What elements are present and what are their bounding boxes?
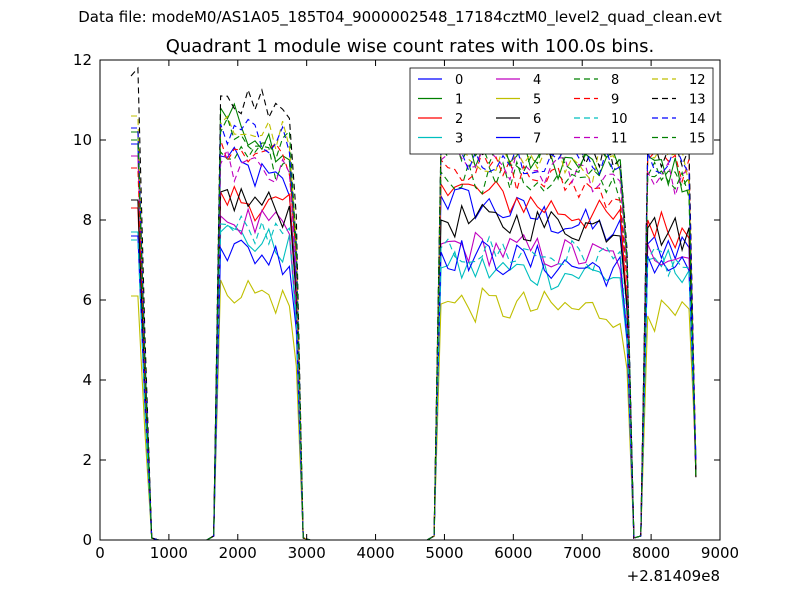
chart-title: Quadrant 1 module wise count rates with … xyxy=(165,36,655,57)
series-line-7 xyxy=(131,235,697,540)
series-line-1 xyxy=(131,102,697,540)
x-tick-label: 7000 xyxy=(563,544,601,562)
legend-label-10: 10 xyxy=(611,112,628,127)
figure-suptitle: Data file: modeM0/AS1A05_185T04_90000025… xyxy=(78,8,722,26)
x-tick-label: 8000 xyxy=(632,544,670,562)
legend-label-4: 4 xyxy=(533,73,541,88)
series-line-15 xyxy=(131,116,697,540)
series-line-2 xyxy=(131,180,697,540)
series-line-12 xyxy=(131,115,697,540)
legend-label-11: 11 xyxy=(611,132,628,147)
series-lines xyxy=(130,66,697,540)
series-line-11 xyxy=(131,127,697,540)
x-tick-label: 9000 xyxy=(701,544,739,562)
series-line-5 xyxy=(131,279,697,540)
series-line-6 xyxy=(131,187,697,540)
x-tick-label: 1000 xyxy=(150,544,188,562)
legend-label-14: 14 xyxy=(689,112,706,127)
legend-label-0: 0 xyxy=(455,73,463,88)
legend-box xyxy=(409,67,714,155)
x-tick-label: 3000 xyxy=(288,544,326,562)
y-tick-label: 6 xyxy=(82,291,92,309)
series-line-8 xyxy=(131,139,697,540)
legend-label-7: 7 xyxy=(533,132,541,147)
legend-label-2: 2 xyxy=(455,112,463,127)
series-line-4 xyxy=(131,155,697,540)
x-tick-label: 5000 xyxy=(425,544,463,562)
legend-label-12: 12 xyxy=(689,73,706,88)
series-line-10 xyxy=(131,215,697,540)
legend-label-6: 6 xyxy=(533,112,541,127)
y-tick-label: 8 xyxy=(82,211,92,229)
series-line-13 xyxy=(130,66,697,540)
legend-label-9: 9 xyxy=(611,93,619,108)
legend-label-13: 13 xyxy=(689,93,706,108)
legend-label-1: 1 xyxy=(455,93,463,108)
y-tick-label: 2 xyxy=(82,451,92,469)
x-offset-label: +2.81409e8 xyxy=(627,567,720,585)
legend-label-5: 5 xyxy=(533,93,541,108)
y-tick-label: 12 xyxy=(73,51,92,69)
x-tick-label: 2000 xyxy=(219,544,257,562)
legend-label-8: 8 xyxy=(611,73,619,88)
y-tick-label: 4 xyxy=(82,371,92,389)
legend-label-15: 15 xyxy=(689,132,706,147)
y-tick-label: 0 xyxy=(82,531,92,549)
y-tick-label: 10 xyxy=(73,131,92,149)
x-tick-label: 6000 xyxy=(494,544,532,562)
x-tick-label: 0 xyxy=(95,544,105,562)
x-tick-label: 4000 xyxy=(356,544,394,562)
legend-label-3: 3 xyxy=(455,132,463,147)
